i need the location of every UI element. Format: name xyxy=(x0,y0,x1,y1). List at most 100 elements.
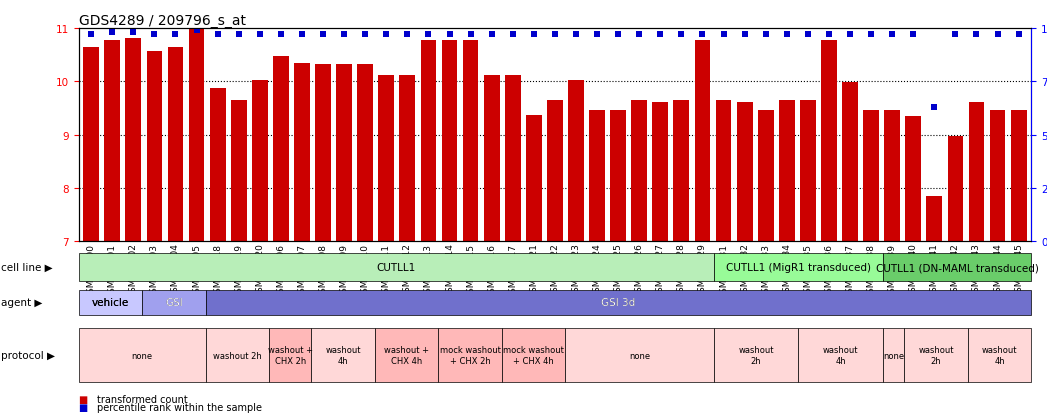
Bar xyxy=(502,329,565,382)
Point xyxy=(104,30,120,36)
Bar xyxy=(126,38,141,242)
Point xyxy=(484,32,500,38)
Bar xyxy=(569,81,584,242)
Point xyxy=(652,32,669,38)
Bar xyxy=(294,64,310,242)
Text: washout
4h: washout 4h xyxy=(823,346,859,365)
Point xyxy=(230,32,247,38)
Point xyxy=(336,32,353,38)
Point xyxy=(694,32,711,38)
Point xyxy=(168,32,184,38)
Point xyxy=(609,32,626,38)
Bar xyxy=(885,110,900,242)
Point xyxy=(209,32,226,38)
Bar xyxy=(631,101,647,242)
Point xyxy=(357,32,374,38)
Bar xyxy=(821,40,837,242)
Text: mock washout
+ CHX 2h: mock washout + CHX 2h xyxy=(440,346,500,365)
Bar xyxy=(142,290,205,315)
Bar xyxy=(863,110,879,242)
Bar xyxy=(273,57,289,242)
Bar xyxy=(948,136,963,242)
Text: CUTLL1: CUTLL1 xyxy=(377,262,416,273)
Bar xyxy=(311,329,375,382)
Text: washout
2h: washout 2h xyxy=(738,346,774,365)
Text: mock washout
+ CHX 4h: mock washout + CHX 4h xyxy=(504,346,564,365)
Bar xyxy=(336,64,352,242)
Bar xyxy=(906,116,921,242)
Bar xyxy=(883,329,905,382)
Text: GSI 3d: GSI 3d xyxy=(601,297,636,308)
Point xyxy=(842,32,859,38)
Bar xyxy=(610,110,626,242)
Bar xyxy=(737,102,753,242)
Bar xyxy=(147,52,162,242)
Bar xyxy=(652,102,668,242)
Text: vehicle: vehicle xyxy=(92,297,129,308)
Text: percentile rank within the sample: percentile rank within the sample xyxy=(97,402,263,412)
Text: agent ▶: agent ▶ xyxy=(1,297,43,308)
Bar xyxy=(252,81,268,242)
Bar xyxy=(168,47,183,242)
Point xyxy=(378,32,395,38)
Bar xyxy=(269,329,311,382)
Point xyxy=(757,32,774,38)
Point xyxy=(588,32,605,38)
Text: vehicle: vehicle xyxy=(92,297,129,308)
Bar xyxy=(989,110,1005,242)
Bar xyxy=(84,47,99,242)
Point xyxy=(673,32,690,38)
Bar xyxy=(79,290,142,315)
Bar xyxy=(484,76,499,242)
Bar xyxy=(714,329,799,382)
Point xyxy=(272,32,289,38)
Point xyxy=(905,32,921,38)
Point xyxy=(631,32,648,38)
Bar xyxy=(565,329,714,382)
Bar xyxy=(526,116,541,242)
Bar xyxy=(421,40,437,242)
Bar xyxy=(779,101,795,242)
Bar xyxy=(205,329,269,382)
Bar xyxy=(883,253,1031,282)
Point xyxy=(462,32,478,38)
Bar xyxy=(1010,110,1026,242)
Bar xyxy=(905,329,967,382)
Text: CUTLL1 (DN-MAML transduced): CUTLL1 (DN-MAML transduced) xyxy=(875,262,1039,273)
Bar xyxy=(799,329,883,382)
Text: washout 2h: washout 2h xyxy=(213,351,262,360)
Bar xyxy=(209,89,225,242)
Bar xyxy=(400,76,416,242)
Bar xyxy=(79,253,714,282)
Text: washout +
CHX 4h: washout + CHX 4h xyxy=(384,346,429,365)
Bar xyxy=(800,101,816,242)
Point xyxy=(1010,32,1027,38)
Text: none: none xyxy=(132,351,153,360)
Point xyxy=(251,32,268,38)
Bar xyxy=(694,40,710,242)
Bar xyxy=(673,101,689,242)
Text: ■: ■ xyxy=(79,402,88,412)
Bar xyxy=(79,329,205,382)
Point xyxy=(736,32,753,38)
Bar xyxy=(439,329,502,382)
Point xyxy=(778,32,795,38)
Point xyxy=(926,104,942,111)
Point xyxy=(863,32,879,38)
Point xyxy=(821,32,838,38)
Point xyxy=(420,32,437,38)
Text: none: none xyxy=(629,351,650,360)
Point xyxy=(526,32,542,38)
Bar xyxy=(589,110,605,242)
Point xyxy=(399,32,416,38)
Point xyxy=(884,32,900,38)
Point xyxy=(83,32,99,38)
Text: ■: ■ xyxy=(79,394,88,404)
Text: GSI: GSI xyxy=(165,297,182,308)
Bar xyxy=(205,290,1031,315)
Point xyxy=(989,32,1006,38)
Text: cell line ▶: cell line ▶ xyxy=(1,262,52,273)
Point xyxy=(948,32,964,38)
Bar xyxy=(230,101,247,242)
Bar xyxy=(758,110,774,242)
